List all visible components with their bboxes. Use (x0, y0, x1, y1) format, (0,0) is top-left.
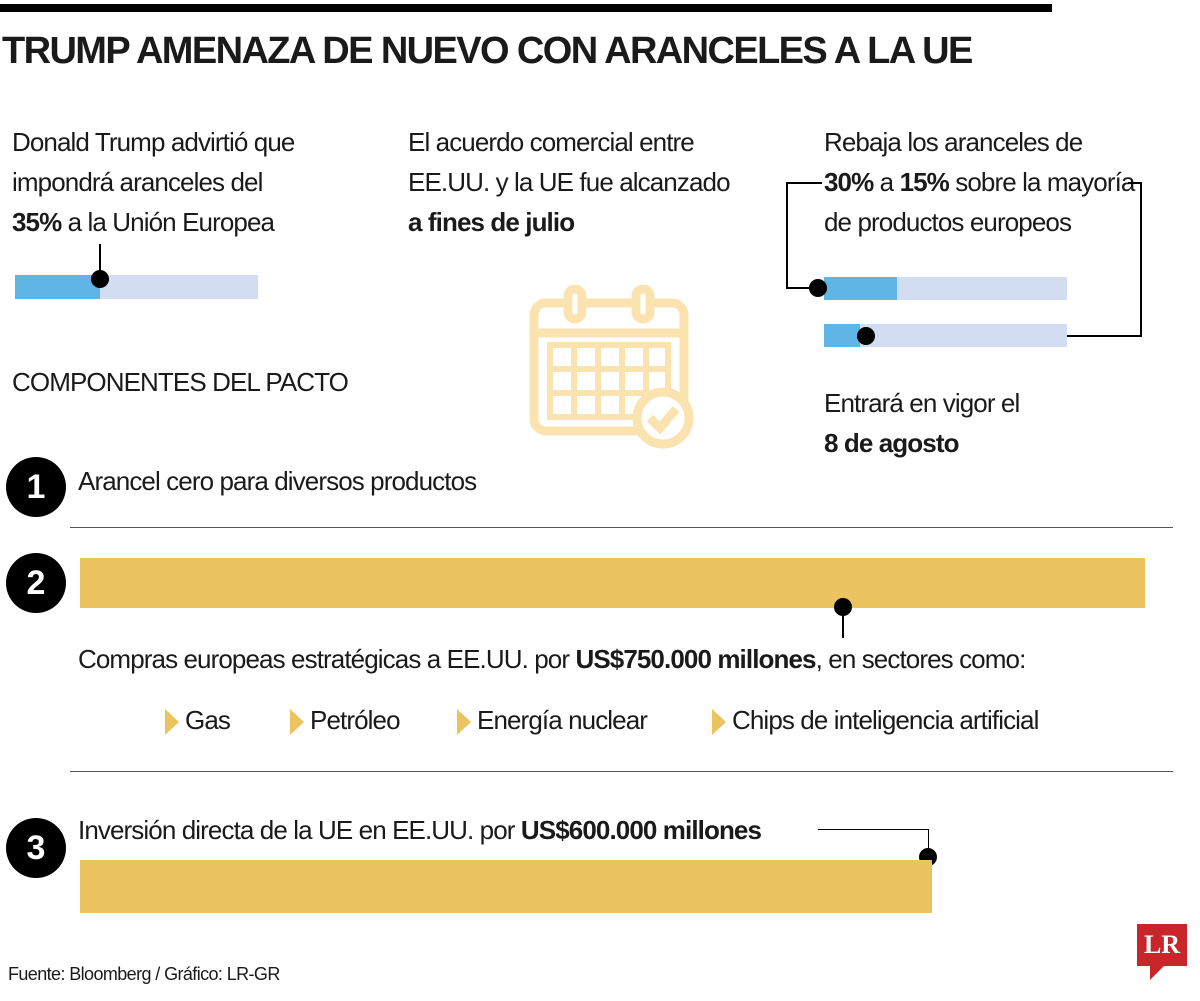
vigor-text: Entrará en vigor el 8 de agosto (824, 383, 1020, 463)
investment-connector (818, 829, 929, 830)
arrow-icon (712, 709, 726, 736)
purchases-dot (834, 598, 852, 616)
sector-petroleo: Petróleo (290, 700, 401, 740)
col1-connector (99, 244, 101, 278)
sector-nuclear: Energía nuclear (457, 700, 648, 740)
col3-line2: 30% a 15% sobre la mayoría (824, 167, 1135, 197)
connector-30 (786, 182, 822, 184)
divider (70, 527, 1173, 528)
arrow-icon (290, 709, 304, 736)
col1-dot (91, 270, 109, 288)
connector-30 (786, 287, 818, 289)
divider (70, 771, 1173, 772)
col2-text: El acuerdo comercial entre EE.UU. y la U… (408, 122, 731, 242)
top-rule (0, 4, 1052, 12)
connector-15 (1140, 182, 1142, 337)
col2-line1: El acuerdo comercial entre (408, 127, 695, 157)
tariff-30-bar (824, 277, 1067, 300)
col3-text: Rebaja los aranceles de 30% a 15% sobre … (824, 122, 1135, 242)
tariff-15-bar (824, 324, 1067, 347)
item-2-text: Compras europeas estratégicas a EE.UU. p… (78, 644, 1026, 674)
item-3-text: Inversión directa de la UE en EE.UU. por… (78, 815, 762, 845)
dot-30 (809, 279, 827, 297)
col3-line1: Rebaja los aranceles de (824, 127, 1083, 157)
vigor-line: Entrará en vigor el (824, 388, 1020, 418)
item-2-number: 2 (6, 553, 66, 613)
lr-logo-tail (1150, 966, 1164, 980)
lr-logo: LR (1137, 924, 1187, 966)
connector-30 (786, 182, 788, 289)
tariff-35-bar (15, 275, 258, 299)
vigor-date: 8 de agosto (824, 428, 959, 458)
col1-line2: impondrá aranceles del (12, 167, 263, 197)
col3-line3: de productos europeos (824, 207, 1072, 237)
calendar-check-icon (529, 285, 694, 449)
item-1-number: 1 (6, 457, 66, 517)
arrow-icon (165, 709, 179, 736)
page-title: TRUMP AMENAZA DE NUEVO CON ARANCELES A L… (2, 30, 973, 72)
col1-text: Donald Trump advirtió que impondrá aranc… (12, 122, 295, 242)
footer-source: Fuente: Bloomberg / Gráfico: LR-GR (8, 964, 280, 984)
purchases-bar (80, 558, 1145, 608)
dot-15 (857, 327, 875, 345)
item-3-number: 3 (6, 818, 66, 878)
connector-15 (1128, 182, 1142, 184)
sector-chips: Chips de inteligencia artificial (712, 700, 1039, 740)
investment-bar (80, 860, 932, 913)
col1-line3: 35% a la Unión Europea (12, 207, 275, 237)
purchases-connector (842, 608, 844, 638)
arrow-icon (457, 709, 471, 736)
components-heading: COMPONENTES DEL PACTO (12, 367, 349, 397)
investment-connector (928, 829, 929, 853)
col2-line2: EE.UU. y la UE fue alcanzado (408, 167, 731, 197)
sector-gas: Gas (165, 700, 231, 740)
item-1-text: Arancel cero para diversos productos (78, 466, 477, 496)
col2-line3: a fines de julio (408, 207, 575, 237)
col1-line1: Donald Trump advirtió que (12, 127, 295, 157)
